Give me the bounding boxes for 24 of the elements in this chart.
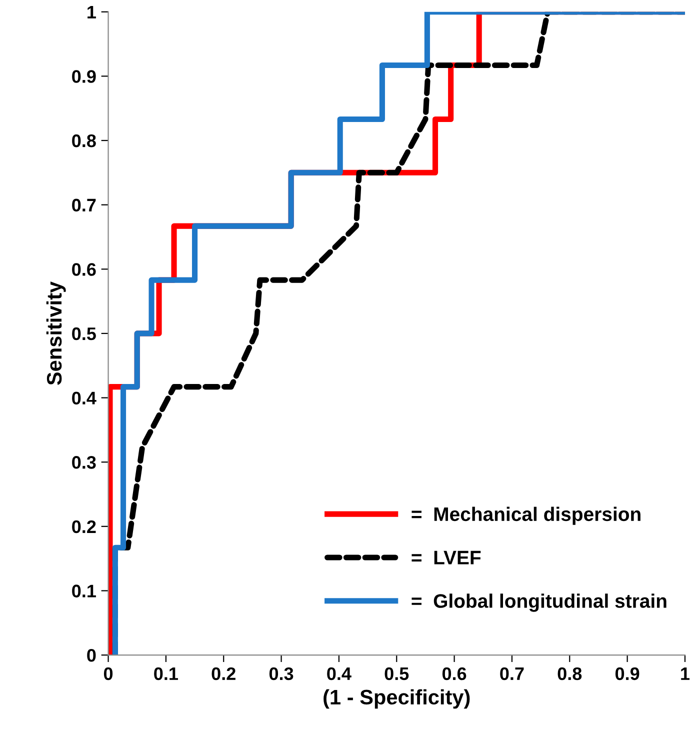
x-tick-label: 0.5 <box>384 667 409 680</box>
y-tick-label: 0 <box>87 648 96 662</box>
y-tick-label: 1 <box>88 6 96 18</box>
x-tick-label: 0.6 <box>442 667 466 680</box>
x-tick-label: 0.4 <box>327 667 352 680</box>
y-tick-label: 0.4 <box>72 392 96 404</box>
x-tick-label: 1 <box>681 668 690 680</box>
y-tick-label: 0.5 <box>72 327 96 340</box>
y-tick-label: 0.3 <box>72 456 96 469</box>
y-axis-title: Sensitivity <box>46 281 66 385</box>
x-tick-label: 0.7 <box>500 667 524 680</box>
y-tick-label: 0.1 <box>72 584 96 598</box>
x-tick-label: 0.8 <box>558 667 582 680</box>
x-tick-label: 0 <box>104 667 113 680</box>
x-tick-label: 0.9 <box>615 667 640 680</box>
x-tick-label: 0.1 <box>154 667 178 680</box>
y-tick-label: 0.9 <box>72 70 96 83</box>
x-axis-title: (1 - Specificity) <box>324 689 470 709</box>
y-tick-label: 0.6 <box>72 263 96 276</box>
x-tick-label: 0.2 <box>212 667 236 680</box>
y-tick-label: 0.7 <box>72 198 96 212</box>
y-tick-label: 0.2 <box>72 520 96 534</box>
y-tick-label: 0.8 <box>72 134 96 148</box>
x-tick-label: 0.3 <box>269 667 294 680</box>
